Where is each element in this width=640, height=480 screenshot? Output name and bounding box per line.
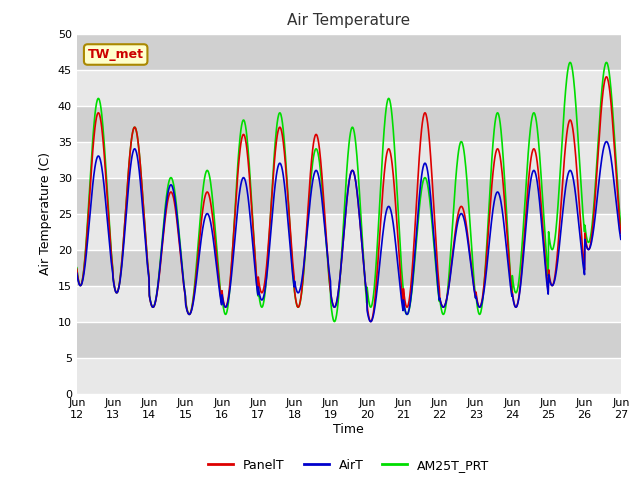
AirT bbox=[73, 270, 81, 276]
Bar bbox=[77, 178, 621, 214]
PanelT bbox=[617, 230, 625, 236]
Line: AirT: AirT bbox=[77, 142, 621, 322]
PanelT bbox=[180, 288, 188, 294]
AirT bbox=[617, 237, 625, 242]
AM25T_PRT bbox=[505, 245, 513, 251]
AirT bbox=[553, 267, 561, 273]
PanelT bbox=[194, 255, 202, 261]
Title: Air Temperature: Air Temperature bbox=[287, 13, 410, 28]
AirT bbox=[194, 265, 202, 271]
AirT bbox=[505, 266, 513, 272]
AirT bbox=[180, 288, 188, 293]
AM25T_PRT bbox=[566, 60, 574, 65]
AM25T_PRT bbox=[180, 287, 188, 292]
Bar bbox=[77, 250, 621, 286]
Bar bbox=[77, 214, 621, 250]
AM25T_PRT bbox=[330, 319, 338, 324]
Bar bbox=[77, 34, 621, 70]
Bar bbox=[77, 106, 621, 142]
Bar bbox=[77, 142, 621, 178]
AM25T_PRT bbox=[73, 265, 81, 271]
Bar bbox=[77, 358, 621, 394]
PanelT bbox=[367, 319, 374, 324]
AM25T_PRT bbox=[255, 289, 262, 295]
AirT bbox=[367, 319, 374, 324]
AM25T_PRT bbox=[617, 222, 625, 228]
PanelT bbox=[73, 266, 81, 272]
AM25T_PRT bbox=[194, 245, 202, 251]
Y-axis label: Air Temperature (C): Air Temperature (C) bbox=[39, 152, 52, 275]
Line: PanelT: PanelT bbox=[77, 77, 621, 322]
X-axis label: Time: Time bbox=[333, 423, 364, 436]
PanelT bbox=[603, 74, 611, 80]
Legend: PanelT, AirT, AM25T_PRT: PanelT, AirT, AM25T_PRT bbox=[203, 454, 495, 477]
AirT bbox=[603, 139, 611, 144]
Bar bbox=[77, 322, 621, 358]
AirT bbox=[434, 279, 442, 285]
PanelT bbox=[553, 260, 561, 265]
Text: TW_met: TW_met bbox=[88, 48, 144, 61]
Bar bbox=[77, 286, 621, 322]
PanelT bbox=[255, 277, 262, 283]
AM25T_PRT bbox=[434, 282, 442, 288]
AM25T_PRT bbox=[553, 221, 561, 227]
AirT bbox=[255, 287, 262, 292]
Bar bbox=[77, 70, 621, 106]
PanelT bbox=[505, 252, 513, 258]
PanelT bbox=[434, 263, 442, 269]
Line: AM25T_PRT: AM25T_PRT bbox=[77, 62, 621, 322]
